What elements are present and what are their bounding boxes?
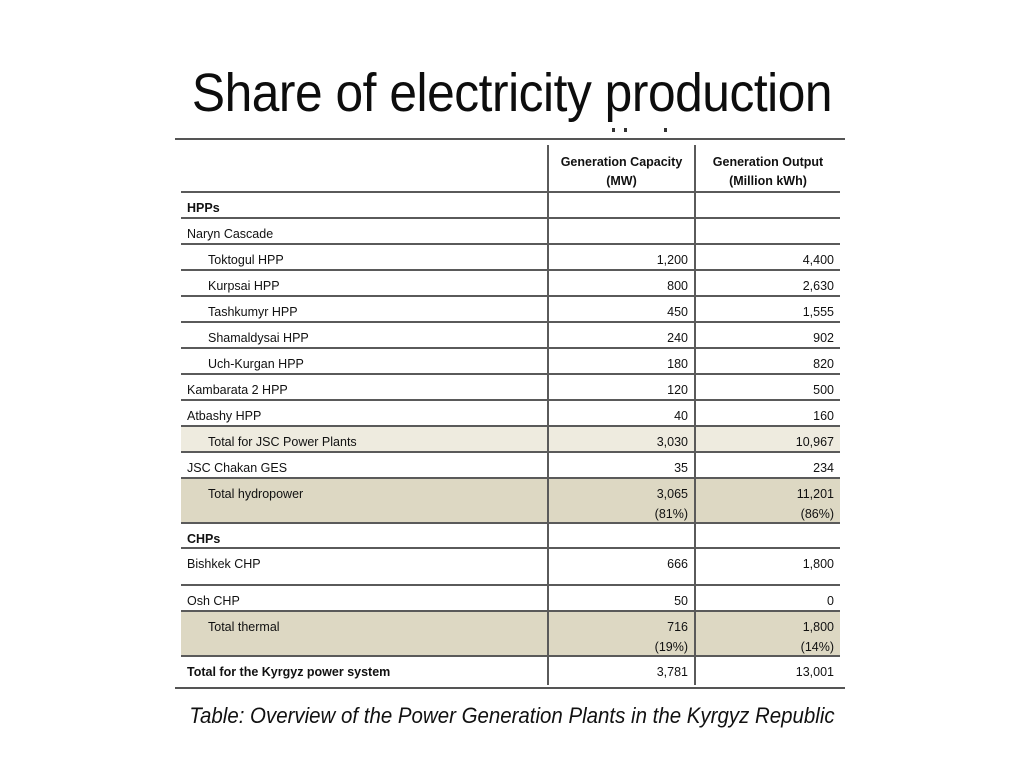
table-row: Toktogul HPP 1,200 4,400 bbox=[181, 245, 840, 271]
table-row: Uch-Kurgan HPP 180 820 bbox=[181, 349, 840, 375]
table-row-total-hydropower: Total hydropower 3,065 (81%) 11,201 (86%… bbox=[181, 479, 840, 524]
row-name: Shamaldysai HPP bbox=[208, 331, 309, 345]
table-row-section-hpps: HPPs bbox=[181, 193, 840, 219]
capacity-value: 716 bbox=[667, 620, 688, 634]
row-name: Atbashy HPP bbox=[187, 409, 262, 423]
row-capacity: 800 bbox=[547, 271, 694, 295]
capacity-value: 3,065 bbox=[656, 487, 688, 501]
row-capacity: 35 bbox=[547, 453, 694, 477]
row-name: Total for the Kyrgyz power system bbox=[187, 665, 391, 679]
row-name: CHPs bbox=[187, 532, 221, 546]
table-caption: Table: Overview of the Power Generation … bbox=[189, 703, 835, 728]
row-capacity: 120 bbox=[547, 375, 694, 399]
row-output: 2,630 bbox=[694, 271, 840, 295]
table-row-section-chps: CHPs bbox=[181, 524, 840, 549]
output-value: 1,800 bbox=[802, 620, 834, 634]
row-output: 1,800 bbox=[694, 549, 840, 584]
table-row: Osh CHP 50 0 bbox=[181, 586, 840, 612]
header-output-line1: Generation Output bbox=[712, 155, 824, 169]
table-row: Bishkek CHP 666 1,800 bbox=[181, 549, 840, 586]
table-row-grand-total: Total for the Kyrgyz power system 3,781 … bbox=[181, 657, 840, 685]
output-percent: (86%) bbox=[800, 507, 834, 521]
header-output-line2: (Million kWh) bbox=[729, 174, 807, 188]
row-output: 4,400 bbox=[694, 245, 840, 269]
table-row: JSC Chakan GES 35 234 bbox=[181, 453, 840, 479]
table-row: Kurpsai HPP 800 2,630 bbox=[181, 271, 840, 297]
header-name-cell bbox=[181, 145, 547, 191]
row-capacity bbox=[547, 219, 694, 243]
row-capacity: 666 bbox=[547, 549, 694, 584]
row-capacity: 240 bbox=[547, 323, 694, 347]
table-header-row: Generation Capacity (MW) Generation Outp… bbox=[181, 145, 840, 193]
row-output: 820 bbox=[694, 349, 840, 373]
table-row-total-thermal: Total thermal 716 (19%) 1,800 (14%) bbox=[181, 612, 840, 657]
table-row: Shamaldysai HPP 240 902 bbox=[181, 323, 840, 349]
capacity-percent: (19%) bbox=[654, 640, 688, 654]
row-output: 902 bbox=[694, 323, 840, 347]
row-capacity: 40 bbox=[547, 401, 694, 425]
row-name: Uch-Kurgan HPP bbox=[208, 357, 304, 371]
output-percent: (14%) bbox=[800, 640, 834, 654]
header-capacity-line1: Generation Capacity bbox=[560, 155, 683, 169]
row-name: Tashkumyr HPP bbox=[208, 305, 298, 319]
table-bottom-rule bbox=[175, 687, 845, 689]
row-name: Kambarata 2 HPP bbox=[187, 383, 288, 397]
row-output: 11,201 (86%) bbox=[694, 479, 840, 522]
row-output bbox=[694, 193, 840, 217]
row-name: Total hydropower bbox=[208, 487, 304, 501]
row-output: 500 bbox=[694, 375, 840, 399]
row-capacity bbox=[547, 193, 694, 217]
row-capacity bbox=[547, 524, 694, 547]
row-output: 1,800 (14%) bbox=[694, 612, 840, 655]
table-row: Atbashy HPP 40 160 bbox=[181, 401, 840, 427]
row-output bbox=[694, 524, 840, 547]
row-name: Naryn Cascade bbox=[187, 227, 274, 241]
row-name: Osh CHP bbox=[187, 594, 240, 608]
cropped-text-fragment bbox=[592, 128, 672, 136]
header-capacity-line2: (MW) bbox=[606, 174, 637, 188]
row-output: 13,001 bbox=[694, 657, 840, 685]
row-capacity: 50 bbox=[547, 586, 694, 610]
table-row: Tashkumyr HPP 450 1,555 bbox=[181, 297, 840, 323]
table-row-subtotal: Total for JSC Power Plants 3,030 10,967 bbox=[181, 427, 840, 453]
row-output: 10,967 bbox=[694, 427, 840, 451]
table-row: Kambarata 2 HPP 120 500 bbox=[181, 375, 840, 401]
row-capacity: 180 bbox=[547, 349, 694, 373]
header-capacity: Generation Capacity (MW) bbox=[547, 145, 694, 191]
slide-title: Share of electricity production bbox=[191, 63, 833, 123]
header-output: Generation Output (Million kWh) bbox=[694, 145, 840, 191]
row-name: JSC Chakan GES bbox=[187, 461, 288, 475]
table-top-rule bbox=[175, 138, 845, 140]
row-capacity: 1,200 bbox=[547, 245, 694, 269]
row-capacity: 3,065 (81%) bbox=[547, 479, 694, 522]
row-name: HPPs bbox=[187, 201, 220, 215]
row-name: Bishkek CHP bbox=[187, 557, 261, 571]
row-output: 0 bbox=[694, 586, 840, 610]
power-plants-table: Generation Capacity (MW) Generation Outp… bbox=[181, 145, 840, 685]
row-name: Total thermal bbox=[208, 620, 280, 634]
row-output: 234 bbox=[694, 453, 840, 477]
row-name: Total for JSC Power Plants bbox=[208, 435, 357, 449]
table-row: Naryn Cascade bbox=[181, 219, 840, 245]
row-capacity: 3,781 bbox=[547, 657, 694, 685]
row-output bbox=[694, 219, 840, 243]
row-name: Toktogul HPP bbox=[208, 253, 284, 267]
row-name: Kurpsai HPP bbox=[208, 279, 280, 293]
output-value: 11,201 bbox=[796, 487, 834, 501]
capacity-percent: (81%) bbox=[654, 507, 688, 521]
row-capacity: 3,030 bbox=[547, 427, 694, 451]
row-capacity: 450 bbox=[547, 297, 694, 321]
row-output: 1,555 bbox=[694, 297, 840, 321]
row-output: 160 bbox=[694, 401, 840, 425]
row-capacity: 716 (19%) bbox=[547, 612, 694, 655]
